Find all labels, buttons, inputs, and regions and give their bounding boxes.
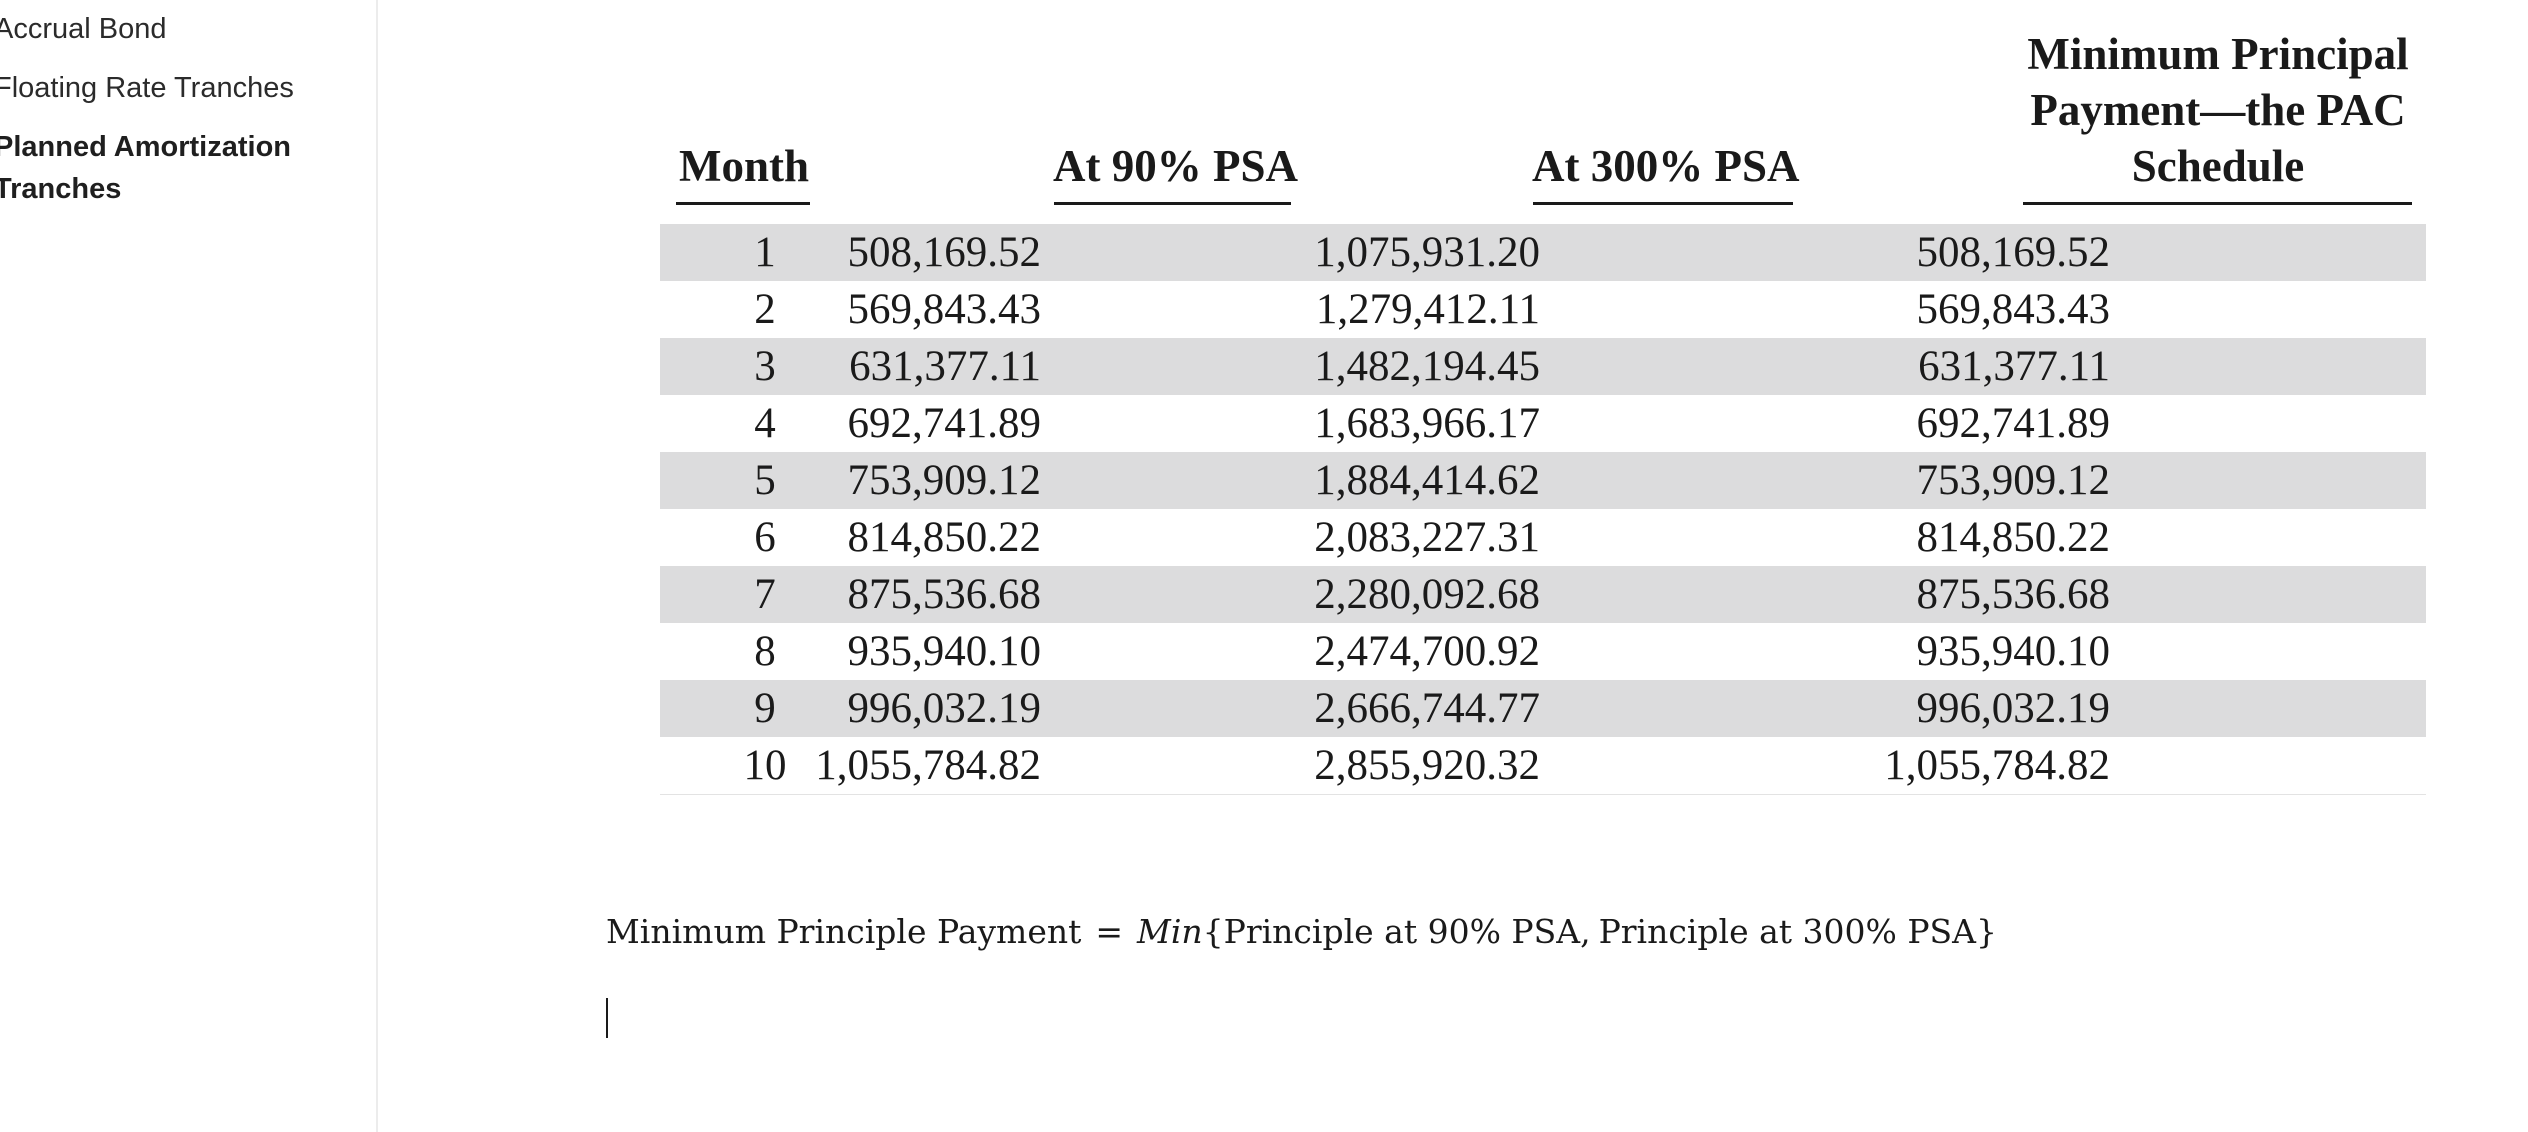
cell-pac: 875,536.68 [1916, 571, 2111, 618]
table-row: 1 508,169.52 1,075,931.20 508,169.52 [660, 224, 2426, 281]
formula-close-brace: } [1976, 912, 1997, 951]
table-row: 6 814,850.22 2,083,227.31 814,850.22 [660, 509, 2426, 566]
cell-month: 2 [754, 286, 776, 333]
table-row: 9 996,032.19 2,666,744.77 996,032.19 [660, 680, 2426, 737]
cell-90-psa: 875,536.68 [847, 571, 1042, 618]
cell-300-psa: 1,279,412.11 [1315, 286, 1540, 333]
formula-open-brace: { [1202, 912, 1224, 951]
header-pac-line3: Schedule [2131, 141, 2305, 191]
header-pac-line1: Minimum Principal [2027, 29, 2409, 79]
outline-item-accrual-bond[interactable]: Accrual Bond [0, 13, 167, 45]
cell-90-psa: 631,377.11 [849, 343, 1041, 390]
table-row: 3 631,377.11 1,482,194.45 631,377.11 [660, 338, 2426, 395]
formula-arg1: Principle at 90% PSA [1223, 912, 1581, 951]
header-month: Month [678, 141, 809, 191]
cell-pac: 692,741.89 [1916, 400, 2111, 447]
cell-month: 1 [754, 229, 776, 276]
table-row: 10 1,055,784.82 2,855,920.32 1,055,784.8… [660, 737, 2426, 794]
formula-arg2: Principle at 300% PSA [1598, 912, 1976, 951]
header-300-psa-underline [1533, 202, 1793, 205]
table-row: 7 875,536.68 2,280,092.68 875,536.68 [660, 566, 2426, 623]
formula-comma: , [1580, 912, 1591, 951]
cell-month: 8 [754, 628, 776, 675]
formula-func: Min [1137, 912, 1203, 951]
cell-90-psa: 753,909.12 [847, 457, 1042, 504]
cell-pac: 996,032.19 [1916, 685, 2111, 732]
table-bottom-border [660, 794, 2426, 795]
cell-pac: 753,909.12 [1916, 457, 2111, 504]
cell-pac: 631,377.11 [1918, 343, 2110, 390]
document-editor[interactable]: Month At 90% PSA At 300% PSA Minimum Pri… [380, 0, 2528, 1132]
cell-300-psa: 1,482,194.45 [1314, 343, 1540, 390]
header-pac-line2: Payment—the PAC [2030, 85, 2406, 135]
cell-300-psa: 1,884,414.62 [1314, 457, 1540, 504]
cell-300-psa: 2,855,920.32 [1314, 742, 1540, 789]
cell-90-psa: 935,940.10 [847, 628, 1042, 675]
document-outline-sidebar: Accrual Bond Floating Rate Tranches Plan… [0, 0, 378, 1132]
table-row: 4 692,741.89 1,683,966.17 692,741.89 [660, 395, 2426, 452]
outline-item-planned-amortization-tranches[interactable]: Planned Amortization Tranches [0, 131, 291, 205]
cell-300-psa: 2,083,227.31 [1314, 514, 1540, 561]
cell-90-psa: 569,843.43 [847, 286, 1042, 333]
cell-pac: 935,940.10 [1916, 628, 2111, 675]
cell-90-psa: 814,850.22 [847, 514, 1042, 561]
cell-300-psa: 2,280,092.68 [1314, 571, 1540, 618]
min-principal-formula[interactable]: Minimum Principle Payment = Min{Principle … [606, 912, 1997, 951]
cell-pac: 814,850.22 [1916, 514, 2111, 561]
cell-month: 5 [754, 457, 776, 504]
header-pac-underline [2023, 202, 2412, 205]
header-90-psa-underline [1054, 202, 1291, 205]
table-row: 2 569,843.43 1,279,412.11 569,843.43 [660, 281, 2426, 338]
cell-90-psa: 996,032.19 [847, 685, 1042, 732]
cell-300-psa: 1,683,966.17 [1314, 400, 1540, 447]
cell-pac: 1,055,784.82 [1884, 742, 2110, 789]
cell-90-psa: 1,055,784.82 [815, 742, 1041, 789]
formula-equals: = [1095, 912, 1124, 951]
cell-month: 9 [754, 685, 776, 732]
cell-month: 10 [743, 742, 787, 789]
header-90-psa: At 90% PSA [1053, 141, 1298, 191]
header-month-underline [676, 202, 810, 205]
cell-90-psa: 692,741.89 [847, 400, 1042, 447]
cell-300-psa: 1,075,931.20 [1314, 229, 1540, 276]
table-row: 8 935,940.10 2,474,700.92 935,940.10 [660, 623, 2426, 680]
cell-month: 6 [754, 514, 776, 561]
cell-month: 7 [754, 571, 776, 618]
cell-90-psa: 508,169.52 [847, 229, 1042, 276]
formula-lhs: Minimum Principle Payment [606, 912, 1082, 951]
cell-300-psa: 2,474,700.92 [1314, 628, 1540, 675]
cell-month: 3 [754, 343, 776, 390]
header-300-psa: At 300% PSA [1532, 141, 1800, 191]
cell-pac: 508,169.52 [1916, 229, 2111, 276]
cell-month: 4 [754, 400, 776, 447]
outline-item-floating-rate-tranches[interactable]: Floating Rate Tranches [0, 72, 294, 104]
cell-pac: 569,843.43 [1916, 286, 2111, 333]
cell-300-psa: 2,666,744.77 [1314, 685, 1540, 732]
text-cursor[interactable] [606, 998, 608, 1038]
table-row: 5 753,909.12 1,884,414.62 753,909.12 [660, 452, 2426, 509]
